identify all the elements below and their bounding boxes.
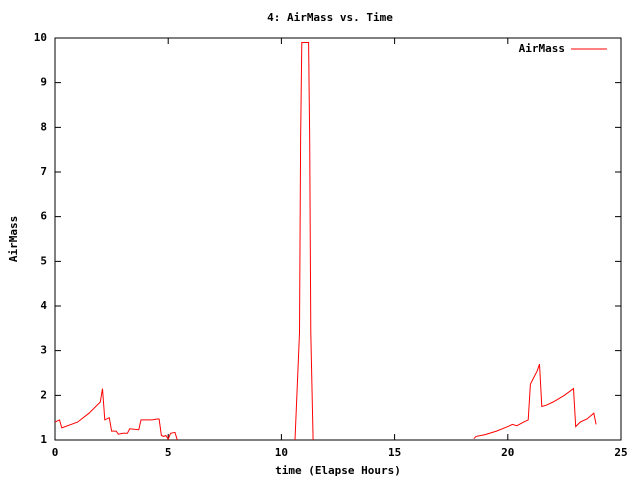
chart-title: 4: AirMass vs. Time: [267, 11, 393, 24]
x-tick-label: 25: [614, 446, 627, 459]
plot-frame: [54, 37, 622, 441]
y-tick-label: 7: [40, 165, 47, 178]
y-tick-label: 3: [40, 344, 47, 357]
y-tick-label: 8: [40, 120, 47, 133]
y-tick-label: 9: [40, 76, 47, 89]
x-tick-label: 20: [501, 446, 514, 459]
y-tick-label: 2: [40, 388, 47, 401]
x-tick-label: 0: [52, 446, 59, 459]
x-tick-label: 15: [388, 446, 401, 459]
y-tick-label: 10: [34, 31, 47, 44]
y-tick-label: 4: [40, 299, 47, 312]
x-tick-label: 10: [275, 446, 288, 459]
y-tick-label: 5: [40, 254, 47, 267]
y-tick-label: 6: [40, 210, 47, 223]
legend-label: AirMass: [519, 42, 565, 55]
x-axis-label: time (Elapse Hours): [275, 464, 401, 477]
y-tick-label: 1: [40, 433, 47, 446]
data-line: [54, 42, 597, 441]
x-tick-label: 5: [165, 446, 172, 459]
y-axis-label: AirMass: [7, 216, 20, 262]
